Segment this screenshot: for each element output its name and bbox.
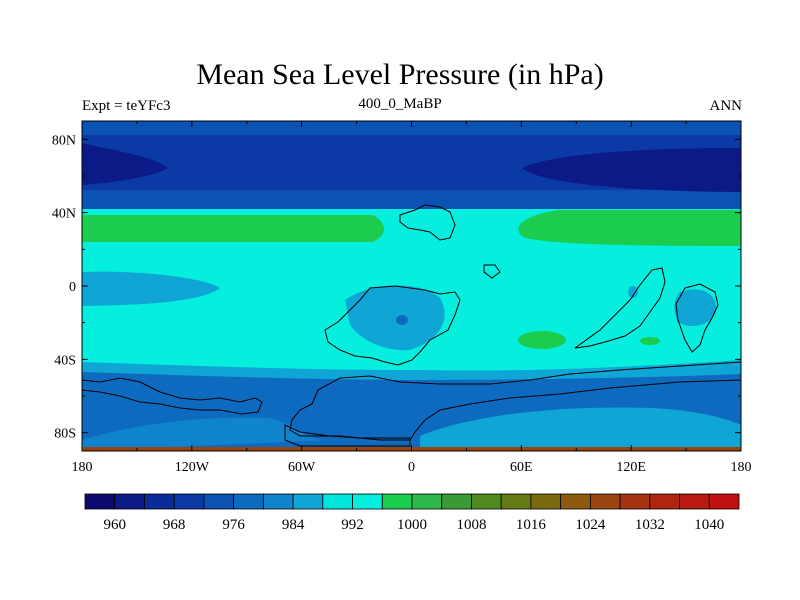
x-tick-label: 180	[72, 460, 93, 475]
y-tick-label: 40N	[52, 207, 76, 222]
colorbar: 960 968 976 984 992 1000 1008 1016 1024 1032 1040	[84, 493, 740, 533]
colorbar-label: 1008	[456, 517, 486, 533]
y-tick-label: 80S	[54, 427, 76, 442]
colorbar-swatch	[233, 493, 264, 510]
colorbar-swatch	[262, 493, 294, 510]
experiment-label: Expt = teYFc3	[82, 98, 171, 114]
coastline-continent-2	[574, 267, 666, 349]
colorbar-label: 984	[282, 517, 305, 533]
x-tick-label: 60E	[510, 460, 533, 475]
colorbar-swatch	[203, 493, 235, 510]
colorbar-swatch	[471, 493, 502, 510]
colorbar-swatch	[322, 493, 353, 510]
colorbar-swatch	[114, 493, 145, 510]
colorbar-label: 1032	[635, 517, 665, 533]
colorbar-swatch	[708, 493, 740, 510]
northern-high-west	[82, 215, 384, 242]
colorbar-swatch	[381, 493, 413, 510]
continental-low-1	[345, 285, 445, 351]
colorbar-label: 1040	[694, 517, 724, 533]
colorbar-swatch	[441, 493, 472, 510]
northern-high-east	[518, 210, 741, 246]
colorbar-label: 1016	[516, 517, 547, 533]
colorbar-swatch	[84, 493, 116, 510]
colorbar-swatch	[560, 493, 591, 510]
y-tick-label: 0	[69, 280, 76, 295]
continental-low-core	[396, 315, 408, 325]
coastline-north	[399, 204, 456, 241]
colorbar-swatch	[411, 493, 443, 510]
season-label: ANN	[709, 98, 743, 114]
coastline-southwest	[81, 377, 263, 415]
x-tick-label: 60W	[288, 460, 316, 475]
colorbar-swatch	[144, 493, 175, 510]
colorbar-swatch	[173, 493, 205, 510]
map-title: Mean Sea Level Pressure (in hPa)	[196, 58, 604, 91]
y-tick-label: 80N	[52, 133, 76, 148]
antarctic-region-west	[82, 417, 330, 451]
southern-high-1	[518, 331, 566, 349]
x-tick-label: 0	[408, 460, 415, 475]
colorbar-label: 1024	[575, 517, 606, 533]
colorbar-swatch	[352, 493, 383, 510]
colorbar-label: 968	[163, 517, 186, 533]
southern-high-2	[640, 337, 660, 345]
coastline-continent-south	[289, 361, 742, 441]
coastline-island	[483, 264, 501, 279]
coastline-continent-3	[675, 283, 719, 353]
x-tick-label: 120E	[616, 460, 646, 475]
colorbar-swatch	[500, 493, 532, 510]
colorbar-swatch	[589, 493, 621, 510]
y-axis: 80N 40N 0 40S 80S	[52, 133, 741, 442]
colorbar-label: 992	[341, 517, 364, 533]
colorbar-swatch	[292, 493, 324, 510]
northern-low-west	[82, 143, 168, 185]
coastline-continent-1	[324, 285, 461, 366]
colorbar-label: 976	[222, 517, 245, 533]
continental-low-2	[674, 289, 717, 327]
coastlines	[81, 204, 742, 447]
antarctic-region-east	[420, 407, 741, 451]
northern-low-east	[522, 148, 741, 192]
colorbar-label: 1000	[397, 517, 427, 533]
colorbar-swatch	[619, 493, 651, 510]
coastline-antarctic	[284, 424, 411, 447]
colorbar-swatch	[530, 493, 562, 510]
y-tick-label: 40S	[54, 353, 76, 368]
plot-area	[81, 120, 742, 452]
colorbar-swatch	[679, 493, 710, 510]
x-tick-label: 120W	[175, 460, 210, 475]
colorbar-swatch	[649, 493, 680, 510]
time-label: 400_0_MaBP	[358, 96, 442, 112]
continental-low-3	[628, 286, 638, 298]
x-tick-label: 180	[731, 460, 752, 475]
x-axis: 180 120W 60W 0 60E 120E 180	[72, 121, 752, 475]
colorbar-label: 960	[103, 517, 126, 533]
equatorial-tongue-west	[82, 271, 220, 306]
